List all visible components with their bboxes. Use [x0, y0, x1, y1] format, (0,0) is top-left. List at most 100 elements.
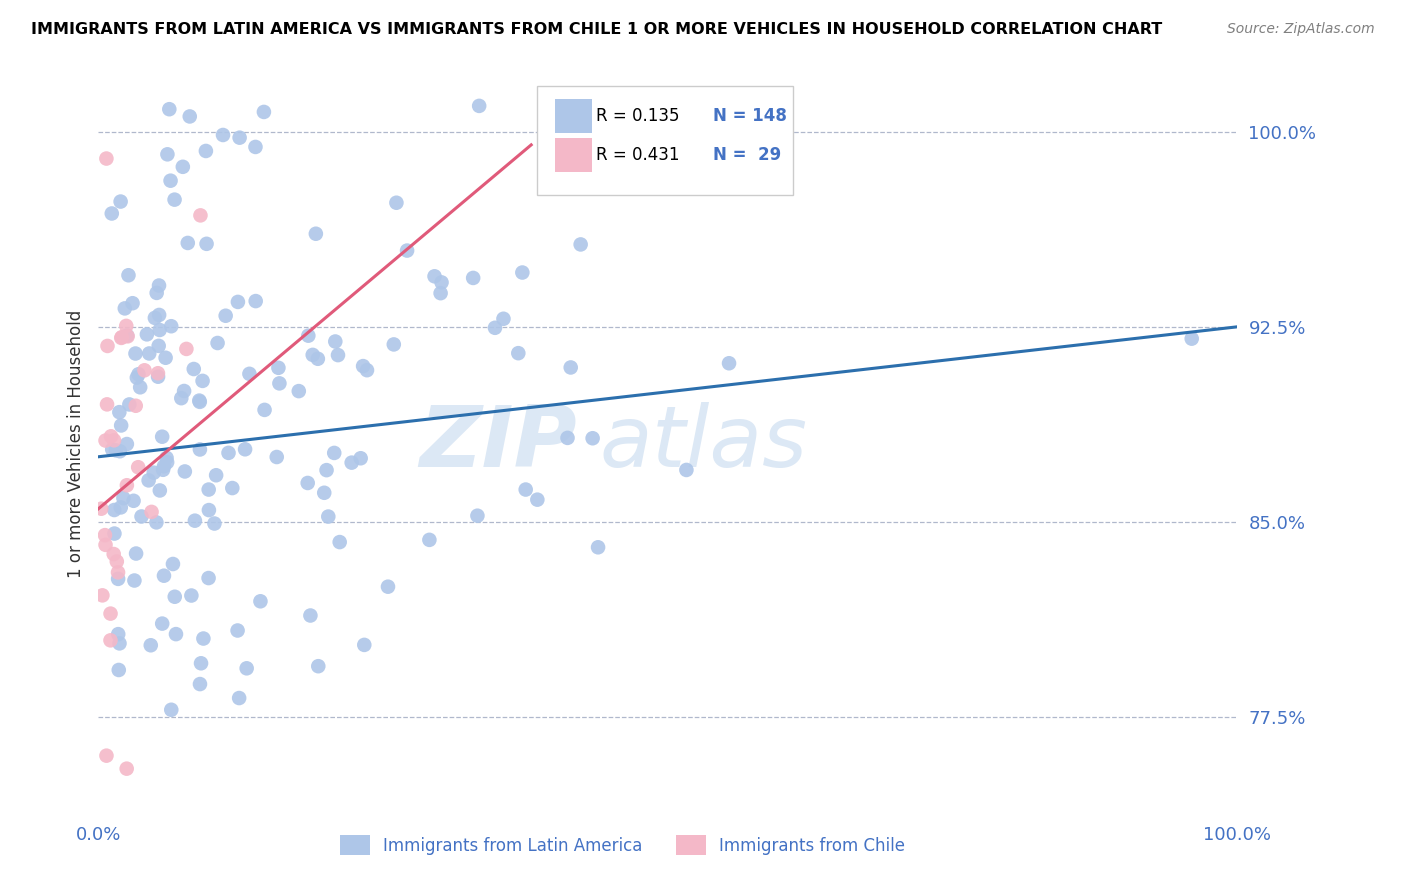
Point	[103, 526, 125, 541]
Point	[138, 346, 160, 360]
Point	[122, 493, 145, 508]
Point	[101, 442, 124, 457]
Point	[96, 339, 118, 353]
Text: Source: ZipAtlas.com: Source: ZipAtlas.com	[1227, 22, 1375, 37]
FancyBboxPatch shape	[537, 86, 793, 195]
Point	[125, 547, 148, 561]
Point	[115, 478, 138, 492]
Point	[515, 483, 537, 497]
Point	[110, 331, 132, 345]
Point	[423, 269, 446, 284]
Point	[190, 657, 212, 671]
Point	[115, 318, 138, 333]
Point	[467, 508, 489, 523]
Point	[329, 535, 352, 549]
Point	[172, 160, 194, 174]
Point	[103, 547, 125, 561]
Point	[129, 380, 152, 394]
Point	[1181, 332, 1204, 346]
Point	[145, 516, 167, 530]
Point	[468, 99, 491, 113]
Text: N =  29: N = 29	[713, 146, 782, 164]
Point	[235, 661, 257, 675]
Point	[155, 450, 177, 465]
Point	[150, 430, 173, 444]
Point	[127, 460, 149, 475]
Point	[124, 346, 146, 360]
Point	[315, 463, 337, 477]
Point	[117, 329, 139, 343]
Point	[107, 572, 129, 586]
Point	[145, 285, 167, 300]
Point	[110, 418, 132, 433]
Point	[100, 429, 122, 443]
Point	[152, 463, 174, 477]
Point	[160, 319, 183, 334]
Point	[94, 538, 117, 552]
Point	[127, 368, 149, 382]
Point	[353, 638, 375, 652]
Point	[125, 370, 148, 384]
Point	[215, 309, 238, 323]
Point	[326, 348, 349, 362]
Point	[107, 663, 129, 677]
Point	[221, 481, 243, 495]
Point	[557, 431, 579, 445]
Point	[299, 608, 322, 623]
Point	[586, 541, 609, 555]
Point	[297, 328, 319, 343]
Point	[96, 748, 118, 763]
Point	[165, 627, 187, 641]
Point	[418, 533, 440, 547]
Point	[117, 268, 139, 283]
Point	[91, 588, 114, 602]
Point	[135, 327, 157, 342]
Point	[108, 444, 131, 458]
Text: N = 148: N = 148	[713, 107, 787, 125]
Point	[184, 514, 207, 528]
Point	[463, 271, 485, 285]
Legend: Immigrants from Latin America, Immigrants from Chile: Immigrants from Latin America, Immigrant…	[333, 829, 911, 862]
Point	[105, 554, 128, 568]
Point	[107, 627, 129, 641]
Point	[94, 528, 117, 542]
Point	[104, 443, 127, 458]
Point	[149, 323, 172, 337]
Point	[307, 351, 329, 366]
Point	[204, 516, 226, 531]
Text: IMMIGRANTS FROM LATIN AMERICA VS IMMIGRANTS FROM CHILE 1 OR MORE VEHICLES IN HOU: IMMIGRANTS FROM LATIN AMERICA VS IMMIGRA…	[31, 22, 1163, 37]
Point	[124, 574, 146, 588]
Point	[188, 393, 211, 408]
Point	[170, 391, 193, 405]
Point	[266, 450, 288, 464]
Point	[429, 286, 451, 301]
Point	[269, 376, 291, 391]
Point	[131, 509, 153, 524]
Point	[492, 311, 515, 326]
Point	[323, 334, 346, 349]
Point	[96, 397, 118, 411]
Point	[350, 451, 373, 466]
Point	[245, 294, 267, 309]
Point	[188, 677, 211, 691]
Point	[153, 568, 176, 582]
Point	[197, 571, 219, 585]
Point	[110, 194, 132, 209]
Point	[253, 104, 276, 119]
Point	[193, 632, 215, 646]
Point	[238, 367, 260, 381]
Point	[112, 491, 135, 505]
Point	[526, 492, 548, 507]
Point	[382, 337, 405, 351]
Point	[107, 566, 129, 580]
Point	[191, 374, 214, 388]
Point	[115, 762, 138, 776]
Point	[100, 607, 122, 621]
Point	[316, 509, 339, 524]
Point	[194, 144, 217, 158]
Point	[142, 466, 165, 480]
Point	[179, 110, 201, 124]
Point	[301, 348, 323, 362]
Point	[352, 359, 374, 373]
Point	[307, 659, 329, 673]
